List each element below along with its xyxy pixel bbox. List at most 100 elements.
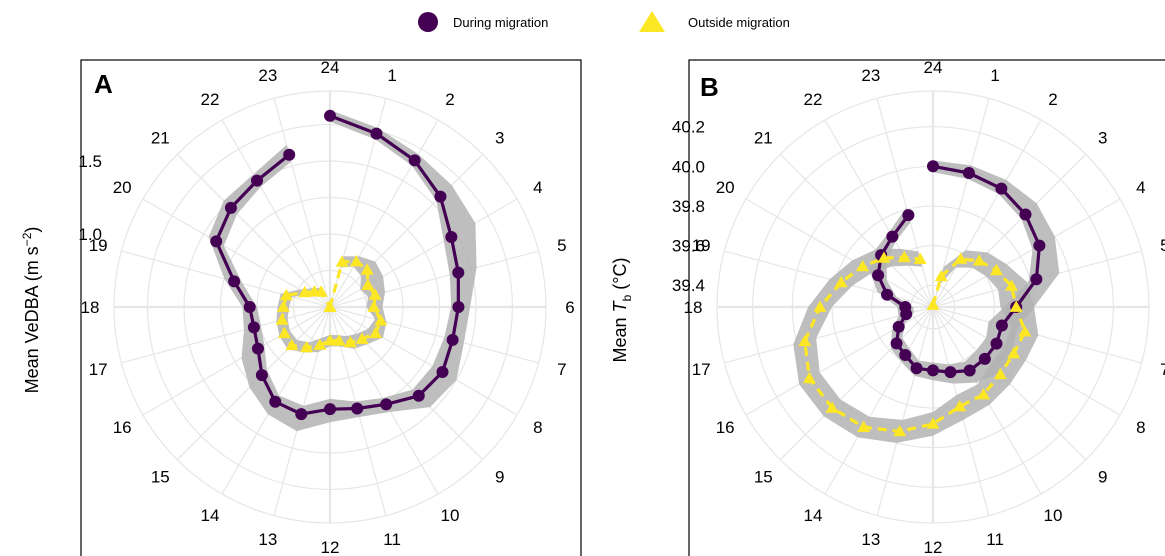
grid-spoke: [932, 119, 1042, 308]
data-point-outside: [926, 417, 940, 429]
grid-spoke: [824, 119, 934, 308]
legend-during-label: During migration: [453, 15, 548, 30]
grid-spoke: [724, 250, 934, 308]
legend: During migration Outside migration: [418, 11, 790, 32]
hour-label: 17: [89, 360, 108, 379]
data-point-during: [962, 167, 975, 180]
data-point-outside: [332, 334, 346, 346]
grid-spoke: [273, 98, 331, 308]
data-point-during: [978, 352, 991, 365]
data-point-during: [886, 230, 899, 243]
panel-a-ribbons: [208, 110, 477, 432]
hour-label: 14: [201, 506, 220, 525]
grid-spoke: [329, 198, 518, 308]
hour-label: 13: [861, 530, 880, 549]
hour-label: 22: [201, 90, 220, 109]
data-point-outside: [275, 313, 289, 325]
hour-label: 1: [990, 66, 999, 85]
data-point-during: [412, 389, 425, 402]
data-point-outside: [361, 278, 375, 290]
y-tick-label: 1.0: [78, 225, 102, 244]
hour-label: 11: [383, 530, 401, 549]
data-point-during: [910, 362, 923, 375]
data-point-outside: [1018, 325, 1032, 337]
data-point-during: [251, 174, 264, 187]
data-point-outside: [278, 326, 291, 339]
data-point-outside: [276, 300, 290, 312]
data-point-outside: [926, 298, 940, 310]
hour-label: 20: [716, 178, 735, 197]
hour-label: 17: [692, 360, 711, 379]
panel-a-ylabel: Mean VeDBA (m s−2): [20, 227, 42, 394]
y-tick-label: 39.4: [672, 276, 705, 295]
panel-b-ribbons: [793, 160, 1060, 443]
panel-a-letter: A: [94, 69, 113, 99]
hour-label: 24: [924, 58, 943, 77]
hour-label: 10: [1044, 506, 1063, 525]
data-point-during: [351, 402, 364, 415]
panel-b-points: [798, 160, 1046, 437]
legend-outside-marker: [639, 11, 665, 32]
data-point-during: [892, 320, 905, 333]
data-point-outside: [1009, 300, 1023, 312]
data-point-during: [452, 266, 465, 279]
data-point-outside: [323, 300, 337, 312]
hour-label: 21: [151, 128, 170, 147]
data-point-during: [255, 369, 268, 382]
panel-b-ylabel: Mean Tb (°C): [610, 258, 634, 363]
data-point-during: [210, 235, 223, 248]
hour-label: 14: [804, 506, 823, 525]
data-point-outside: [298, 285, 312, 298]
hour-label: 20: [113, 178, 132, 197]
data-point-during: [1033, 239, 1046, 252]
data-point-during: [408, 154, 421, 167]
data-point-outside: [813, 300, 827, 312]
panel-a: 24 1234567891011121314151617181920212223 …: [20, 58, 582, 556]
series-line-during: [214, 114, 460, 416]
hour-label: 12: [321, 538, 340, 556]
data-point-outside: [369, 326, 382, 339]
grid-spoke: [932, 153, 1087, 308]
hour-label: 18: [684, 298, 703, 317]
data-point-during: [446, 333, 459, 346]
data-point-during: [243, 301, 256, 313]
hour-label: 12: [924, 538, 943, 556]
data-point-outside: [977, 388, 990, 400]
data-point-during: [247, 321, 260, 334]
hour-label: 3: [1098, 128, 1107, 147]
panel-b-letter: B: [700, 72, 719, 102]
data-point-outside: [934, 269, 948, 282]
data-point-during: [1030, 273, 1043, 286]
panel-b-border: [688, 59, 1165, 556]
data-point-during: [995, 319, 1008, 332]
data-point-during: [324, 109, 336, 122]
panel-b: 241234567891011121314151617181920212223 …: [610, 58, 1165, 556]
data-point-outside: [834, 275, 848, 288]
hour-label: 19: [89, 236, 108, 255]
data-point-outside: [877, 251, 891, 263]
data-point-outside: [323, 334, 337, 346]
grid-spoke: [329, 153, 484, 308]
hour-label: 16: [716, 418, 735, 437]
data-point-outside: [993, 367, 1007, 380]
y-tick-label: 40.0: [672, 157, 705, 176]
hour-label: 11: [986, 530, 1004, 549]
data-point-outside: [954, 252, 968, 264]
hour-label: 8: [1136, 418, 1145, 437]
hour-label: 7: [1160, 360, 1165, 379]
y-tick-label: 39.6: [672, 237, 705, 256]
data-point-during: [927, 160, 939, 173]
ribbon-outside: [276, 256, 387, 353]
grid-spoke: [329, 306, 539, 364]
hour-label: 15: [754, 468, 773, 487]
data-point-during: [899, 301, 912, 313]
data-point-outside: [355, 332, 369, 344]
data-point-during: [295, 408, 308, 421]
data-point-outside: [367, 300, 381, 312]
data-point-outside: [897, 250, 911, 263]
grid-spoke: [779, 306, 934, 461]
data-point-during: [269, 395, 282, 408]
data-point-outside: [285, 338, 299, 351]
hour-label: 22: [804, 90, 823, 109]
